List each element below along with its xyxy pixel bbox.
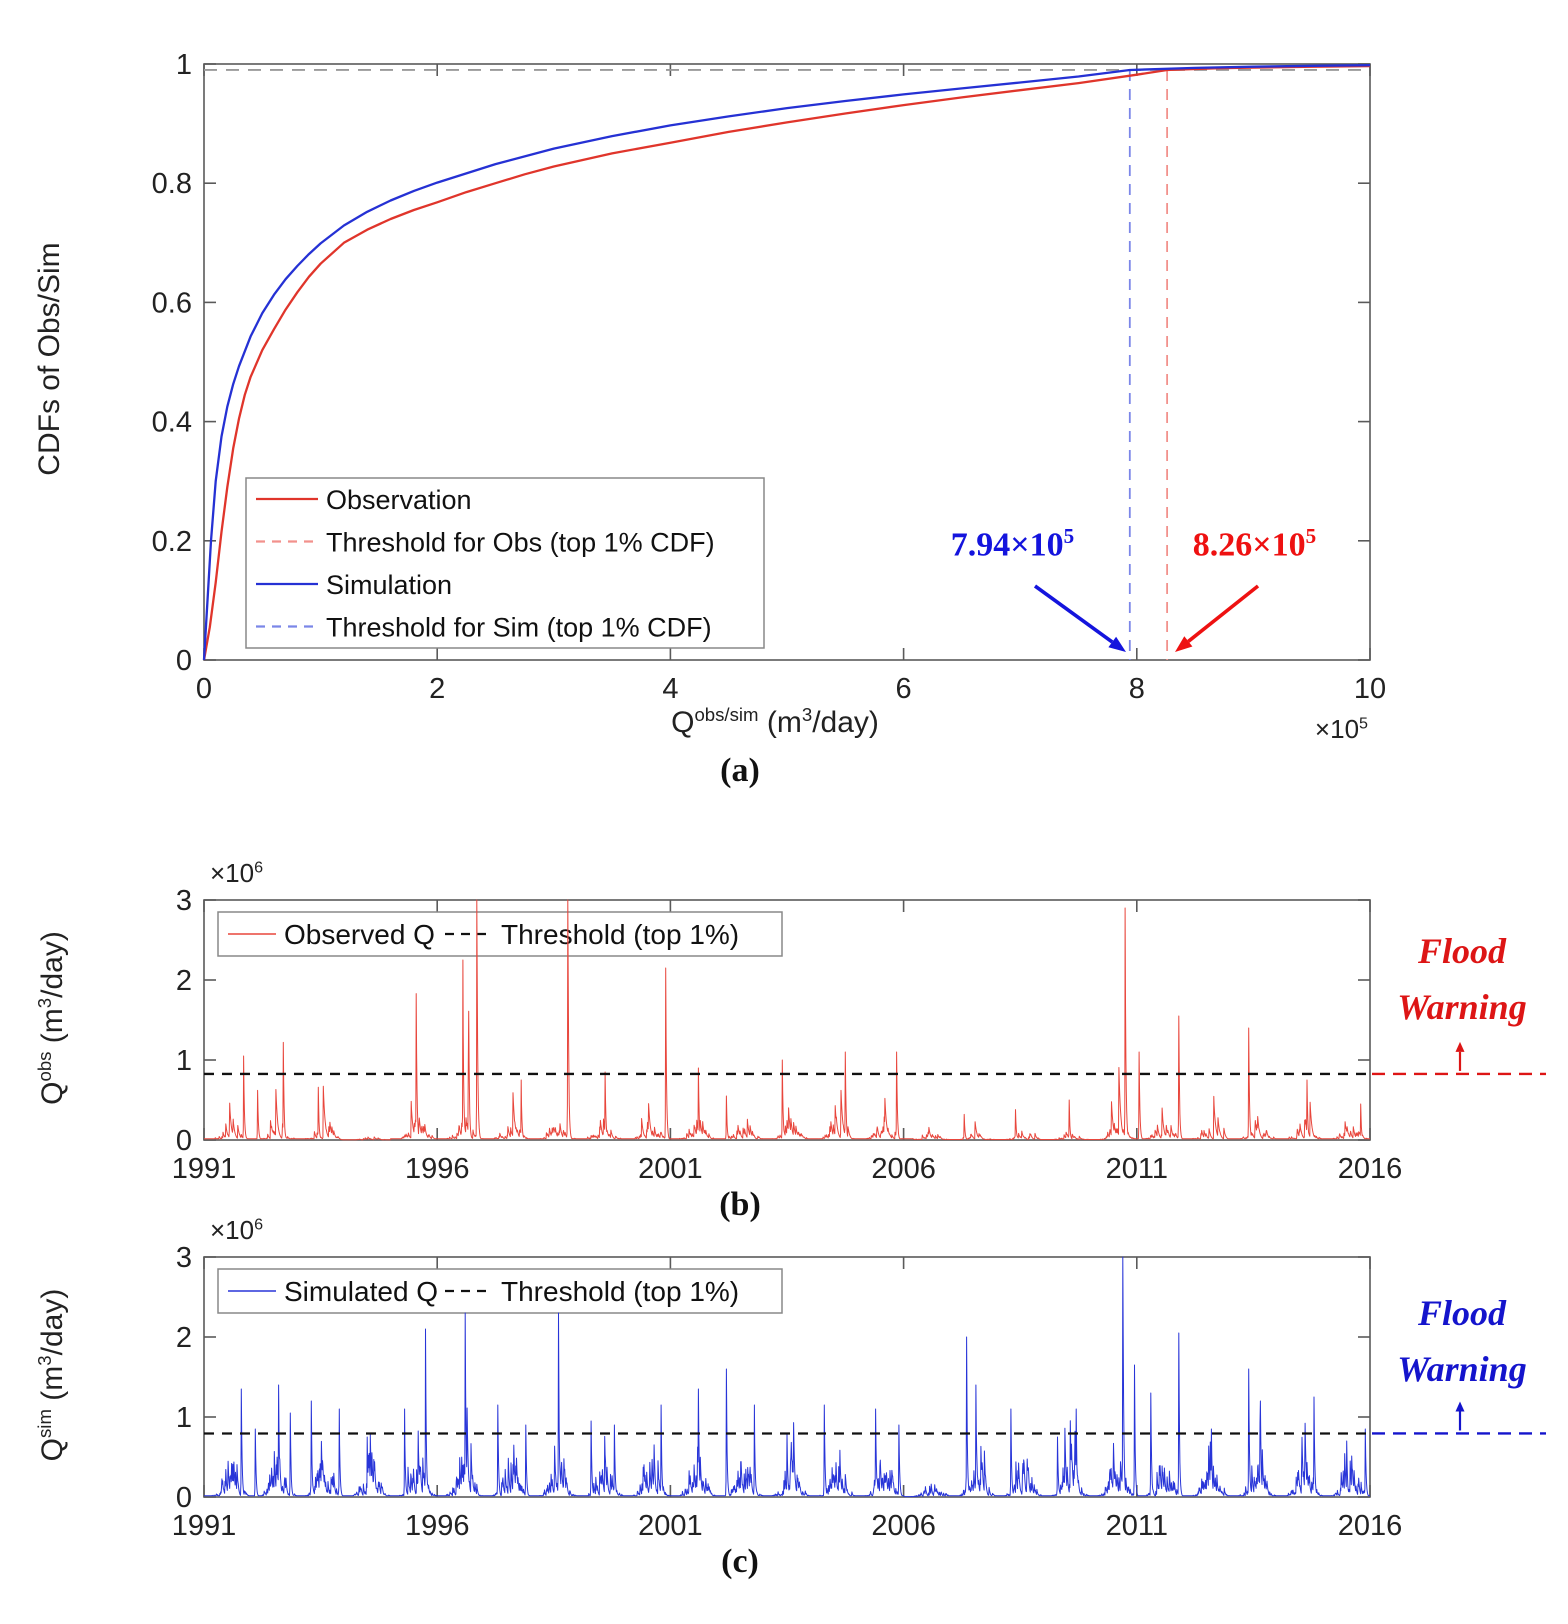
panel-b-x-tick-label: 2016 [1338, 1153, 1403, 1185]
panel-c-legend-series-label: Simulated Q [284, 1276, 438, 1307]
panel-b-label: (b) [719, 1186, 761, 1223]
panel-a-offset-base: ×10 [1314, 714, 1360, 744]
panel-a-axes-box [203, 63, 1371, 661]
panel-c-axes-box [203, 1256, 1371, 1498]
obs-threshold-exp: 5 [1305, 524, 1317, 548]
panel-c-ylabel-q: Q [36, 1437, 69, 1462]
panel-b-ylabel-sup: obs [34, 1051, 55, 1082]
obs-threshold-annotation: 8.26×105 [1157, 524, 1352, 564]
flood-warning-obs-line1: Flood [1417, 931, 1506, 971]
sim-threshold-value: 7.94×10 [950, 526, 1064, 564]
panel-a-x-axis-label: Qobs/sim (m3/day) [525, 704, 1025, 740]
panel-c-ylabel-mid: (m [36, 1365, 69, 1410]
panel-b-legend-series-label: Observed Q [284, 919, 435, 950]
panel-c-x-tick-label: 1991 [172, 1510, 237, 1542]
panel-a-legend-label: Simulation [326, 570, 452, 600]
panel-c-axis-offset-label: ×106 [210, 1215, 263, 1246]
panel-a-xlabel-end: /day) [812, 706, 879, 739]
panel-c-y-tick-label: 0 [176, 1482, 192, 1514]
panel-a-xlabel-q: Q [671, 706, 695, 739]
obs-threshold-arrow-shaft [1187, 584, 1260, 643]
panel-a-legend-label: Threshold for Obs (top 1% CDF) [326, 528, 715, 558]
panel-b-offset-exp: 6 [254, 858, 264, 877]
panel-c-x-tick-label: 2006 [871, 1510, 936, 1542]
panel-c-offset-base: ×10 [210, 1215, 255, 1245]
panel-a-x-tick-label: 0 [196, 673, 212, 705]
panel-c-label: (c) [721, 1543, 759, 1580]
panel-b-ylabel-mid: (m [36, 1008, 69, 1052]
panel-b-y-axis-label: Qobs (m3/day) [34, 848, 70, 1188]
panel-a-x-tick-label: 6 [896, 673, 912, 705]
panel-a-cdf-observation [202, 64, 1371, 661]
panel-a-y-tick-label: 0 [176, 645, 192, 677]
panel-c-ylabel-sup: sim [34, 1409, 55, 1438]
panel-b-axis-offset-label: ×106 [210, 858, 263, 889]
panel-a-legend-box [245, 477, 765, 649]
panel-b-ylabel-end: /day) [36, 931, 69, 998]
panel-b-axes-box [203, 899, 1371, 1141]
panel-a-offset-exp: 5 [1359, 714, 1368, 733]
panel-b-series [203, 899, 1371, 1141]
panel-a-y-tick-label: 1 [176, 49, 192, 81]
obs-threshold-arrow-head [1175, 636, 1193, 652]
panel-a-xlabel-sup3: 3 [801, 704, 813, 725]
panel-b-y-tick-label: 0 [176, 1125, 192, 1157]
panel-b-ylabel-q: Q [36, 1081, 69, 1105]
panel-c-y-tick-label: 2 [176, 1322, 192, 1354]
panel-b-legend-threshold-label: Threshold (top 1%) [501, 919, 739, 950]
panel-a-x-tick-label: 8 [1129, 673, 1145, 705]
panel-c-legend-threshold-label: Threshold (top 1%) [501, 1276, 739, 1307]
panel-b-y-tick-label: 3 [176, 885, 192, 917]
panel-a-xlabel-sup: obs/sim [694, 704, 759, 725]
panel-a-x-tick-label: 10 [1354, 673, 1386, 705]
sim-threshold-exp: 5 [1063, 524, 1075, 548]
flood-warning-obs-line2: Warning [1397, 987, 1527, 1027]
panel-b-legend-box [217, 911, 783, 957]
obs-threshold-value: 8.26×10 [1192, 526, 1306, 564]
panel-b-y-tick-label: 2 [176, 965, 192, 997]
panel-b-x-tick-label: 2006 [871, 1153, 936, 1185]
panel-a-x-tick-label: 2 [429, 673, 445, 705]
sim-threshold-arrow-shaft [1033, 584, 1114, 644]
flood-warning-sim-line2: Warning [1397, 1349, 1527, 1389]
panel-b-offset-base: ×10 [210, 858, 255, 888]
panel-b-x-tick-label: 2011 [1106, 1153, 1168, 1185]
panel-a-y-tick-label: 0.6 [152, 287, 192, 319]
panel-a-cdf-simulation [202, 64, 1371, 661]
panel-b-y-tick-label: 1 [176, 1045, 192, 1077]
panel-a-y-axis-label: CDFs of Obs/Sim [33, 242, 66, 476]
panel-b-flood-warning-arrow-head [1455, 1041, 1465, 1052]
panel-c-x-tick-label: 2016 [1338, 1510, 1403, 1542]
panel-c-ylabel-end: /day) [36, 1288, 69, 1356]
panel-a-y-tick-label: 0.4 [152, 407, 192, 439]
panel-c-x-tick-label: 2011 [1106, 1510, 1168, 1542]
panel-b-x-tick-label: 1991 [172, 1153, 237, 1185]
panel-c-legend-box [217, 1268, 783, 1314]
panel-b-x-tick-label: 2001 [638, 1153, 703, 1185]
panel-a-y-tick-label: 0.8 [152, 168, 192, 200]
panel-a-axis-offset-label: ×105 [1258, 714, 1368, 745]
panel-b-x-tick-label: 1996 [405, 1153, 470, 1185]
sim-threshold-arrow-head [1108, 636, 1126, 652]
panel-c-y-tick-label: 3 [176, 1242, 192, 1274]
panel-a-legend-label: Observation [326, 485, 472, 515]
sim-threshold-annotation: 7.94×105 [915, 524, 1110, 564]
panel-b-ylabel-sup3: 3 [34, 997, 55, 1009]
panel-a-label: (a) [720, 752, 760, 789]
panel-c-ylabel-sup3: 3 [34, 1355, 55, 1366]
panel-c-offset-exp: 6 [254, 1215, 264, 1234]
panel-c-flood-warning-arrow-head [1455, 1401, 1465, 1412]
panel-a-y-tick-label: 0.2 [152, 526, 192, 558]
panel-a-xlabel-mid: (m [758, 706, 802, 739]
panel-c-x-tick-label: 2001 [638, 1510, 703, 1542]
panel-a-legend-label: Threshold for Sim (top 1% CDF) [326, 613, 712, 643]
panel-c-y-tick-label: 1 [176, 1402, 192, 1434]
flood-warning-sim-line1: Flood [1417, 1293, 1506, 1333]
panel-c-y-axis-label: Qsim (m3/day) [34, 1205, 70, 1545]
panel-a-x-tick-label: 4 [662, 673, 678, 705]
panel-c-x-tick-label: 1996 [405, 1510, 470, 1542]
